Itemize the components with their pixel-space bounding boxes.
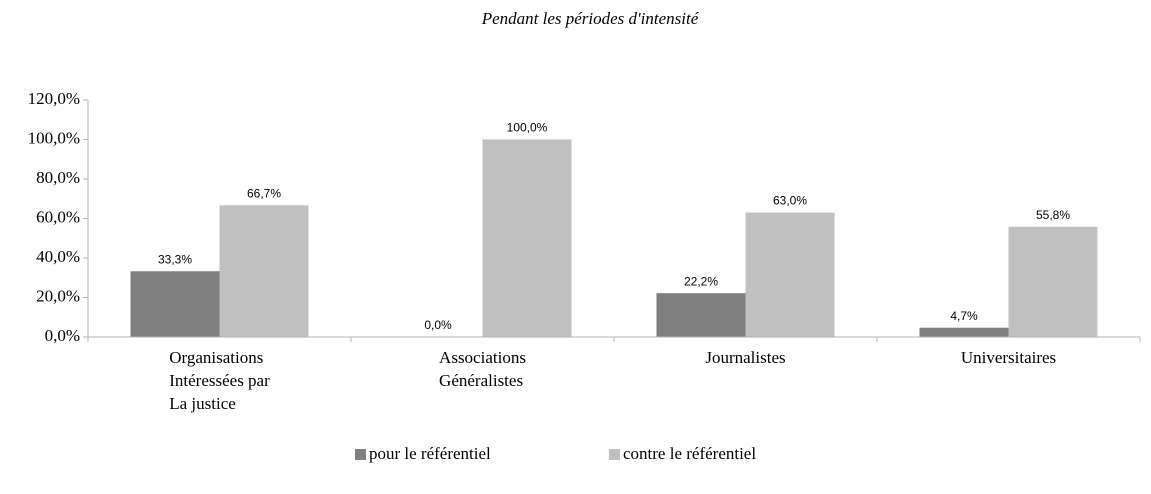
value-label: 0,0% bbox=[424, 318, 452, 332]
y-tick-label: 40,0% bbox=[36, 247, 80, 266]
y-tick-label: 0,0% bbox=[45, 326, 80, 345]
legend-label: pour le référentiel bbox=[369, 444, 491, 463]
chart-title: Pendant les périodes d'intensité bbox=[481, 9, 700, 28]
bar bbox=[919, 327, 1009, 337]
legend-swatch bbox=[355, 449, 366, 460]
value-label: 55,8% bbox=[1036, 208, 1070, 222]
value-label: 4,7% bbox=[950, 309, 978, 323]
value-label: 22,2% bbox=[684, 274, 718, 288]
legend-label: contre le référentiel bbox=[623, 444, 756, 463]
y-tick-label: 60,0% bbox=[36, 207, 80, 226]
value-label: 66,7% bbox=[247, 186, 281, 200]
y-tick-label: 100,0% bbox=[28, 128, 80, 147]
bar bbox=[656, 293, 746, 337]
value-label: 33,3% bbox=[158, 252, 192, 266]
x-tick-label: Associations Généralistes bbox=[439, 348, 526, 390]
y-tick-label: 120,0% bbox=[28, 89, 80, 108]
value-label: 100,0% bbox=[507, 121, 548, 135]
bar bbox=[1008, 226, 1098, 337]
x-tick-label: Journalistes bbox=[705, 348, 785, 367]
x-tick-label: Organisations Intéressées par La justice bbox=[169, 348, 270, 413]
bar bbox=[130, 271, 220, 337]
x-tick-label: Universitaires bbox=[961, 348, 1056, 367]
y-tick-label: 20,0% bbox=[36, 286, 80, 305]
value-label: 63,0% bbox=[773, 194, 807, 208]
legend-swatch bbox=[609, 449, 620, 460]
bar bbox=[219, 205, 309, 337]
bar bbox=[482, 139, 572, 337]
y-tick-label: 80,0% bbox=[36, 168, 80, 187]
bar bbox=[745, 212, 835, 337]
